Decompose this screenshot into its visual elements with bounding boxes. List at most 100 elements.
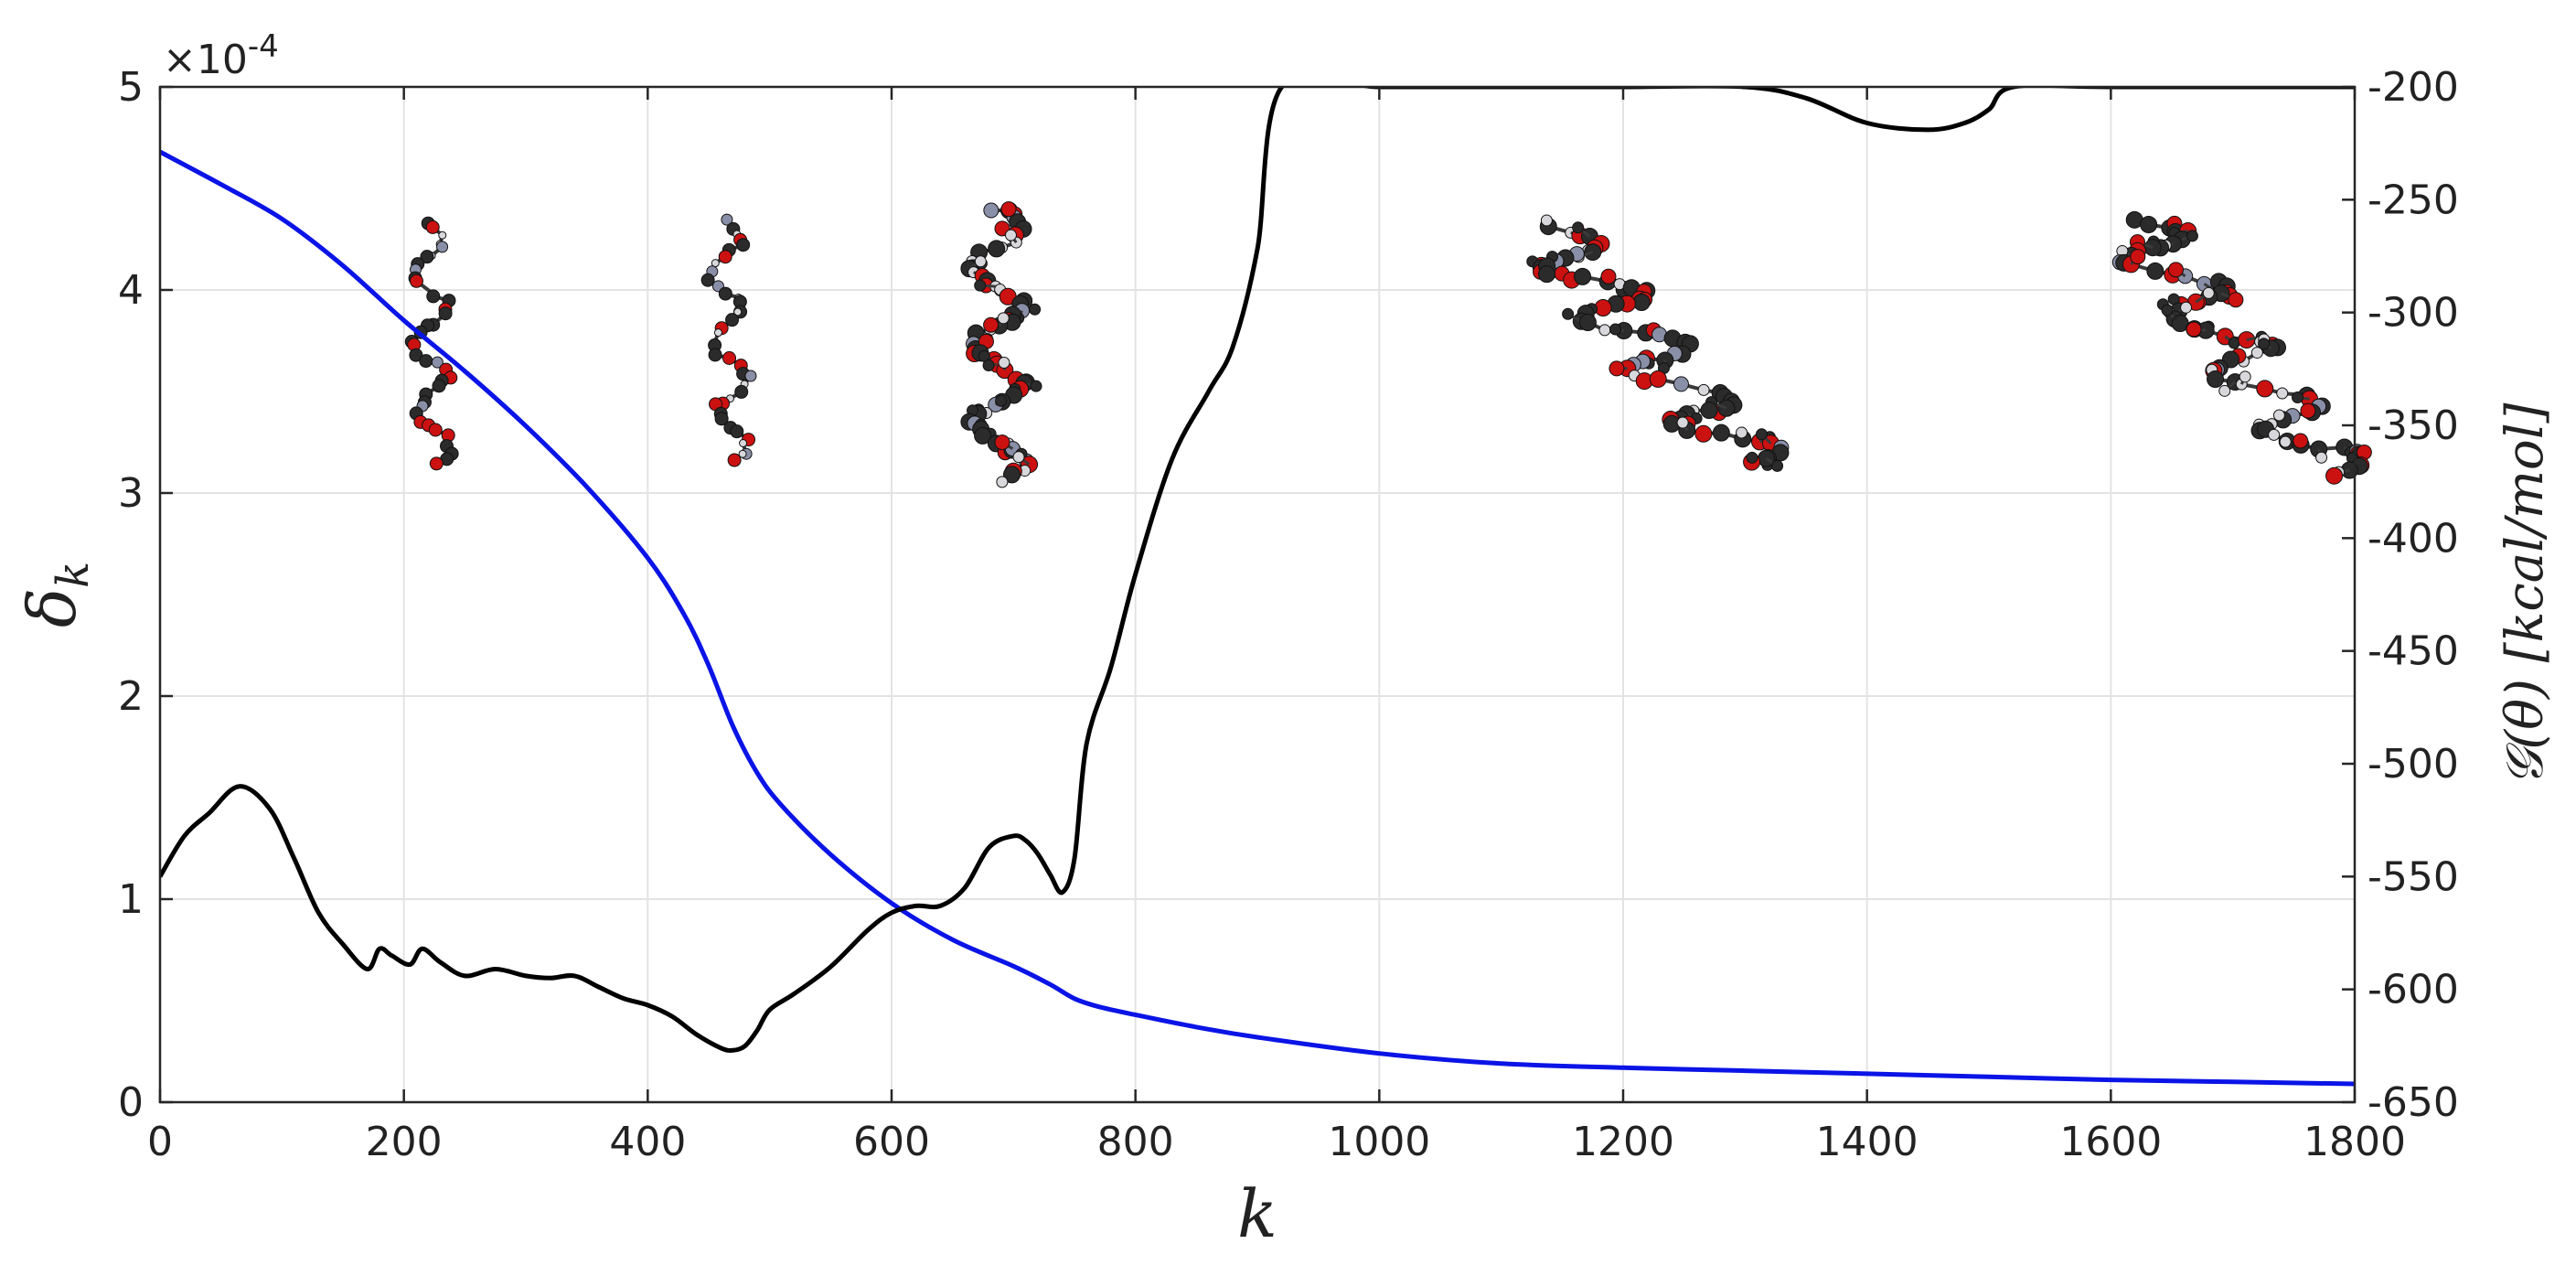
molecule-atom [1694,424,1713,443]
y-left-tick-label: 5 [118,64,144,111]
molecule-atom [1736,426,1748,439]
x-tick-label: 1800 [2303,1119,2406,1165]
molecule-atom [1771,459,1784,472]
x-tick-label: 1200 [1572,1119,1674,1165]
molecule-atom [1632,294,1651,312]
molecule-atom [1000,201,1017,218]
molecule-atom [438,306,453,321]
molecule-atom [2167,262,2184,278]
x-axis-ticks: 0 200 400 600 800 1000 1200 1400 1600 1800 [147,87,2406,1165]
molecule-atom [2130,249,2146,265]
x-tick-label: 200 [366,1119,443,1165]
molecule-atom [725,313,740,327]
molecule-atom [1562,307,1575,320]
molecule-atom [432,379,446,393]
molecule-atom [2276,387,2289,400]
molecule-atom [1598,324,1611,337]
molecule-atom [722,351,737,366]
molecule-atom [1574,267,1592,285]
molecule-atom [2186,230,2198,242]
molecule-atom [1673,376,1689,392]
x-tick-label: 1600 [2059,1119,2162,1165]
molecule-atom [1540,214,1553,227]
molecule-inset [2111,210,2372,485]
y-right-tick-label: -250 [2368,177,2459,223]
molecule-atom [1600,268,1617,284]
molecule-atom [2300,402,2316,419]
y-right-tick-label: -200 [2368,64,2459,111]
molecule-atom [2202,286,2215,299]
molecule-atom [2293,433,2309,449]
molecule-atom [436,241,449,253]
molecule-atom [426,289,441,304]
y-left-tick-label: 3 [118,470,144,517]
molecule-inset [1526,214,1790,472]
y-left-exponent-power: -4 [248,28,279,65]
molecule-atom [734,384,749,399]
molecule-atom [983,202,999,219]
molecule-atom [2180,301,2193,314]
molecule-atom [1676,416,1689,429]
molecule-atom [2272,409,2285,422]
molecule-atom [727,453,742,467]
y-right-tick-label: -350 [2368,402,2459,449]
molecule-insets [404,201,2372,488]
molecule-atom [1746,451,1758,464]
molecule-atom [2207,370,2225,389]
molecule-atom [1649,370,1667,388]
molecule-atom [714,412,729,426]
molecule-atom [1030,380,1042,392]
molecule-atom [974,279,987,292]
molecule-atom [982,359,995,372]
y-right-tick-label: -600 [2368,967,2459,1013]
molecule-atom [721,213,733,226]
molecule-atom [736,238,751,252]
x-tick-label: 800 [1097,1119,1174,1165]
molecule-inset [700,213,757,467]
molecule-atom [1029,303,1042,316]
x-axis-title: k [1237,1175,1277,1252]
molecule-atom [438,230,447,240]
y-left-tick-label: 0 [118,1079,144,1126]
molecule-atom [1609,323,1622,336]
molecule-atom [739,439,748,448]
molecule-atom [2256,380,2274,398]
y-right-tick-label: -400 [2368,515,2459,562]
molecule-atom [718,286,732,301]
molecule-atom [738,449,747,458]
molecule-atom [2218,384,2231,397]
molecule-atom [974,426,992,445]
x-tick-label: 0 [147,1119,173,1165]
molecule-atom [2140,216,2158,234]
y-right-axis-title: 𝒢(θ) [kcal/mol] [2496,402,2555,786]
series-lines [160,87,2355,1087]
molecule-atom [1538,265,1556,284]
y-left-axis-title-subscript: k [48,562,99,588]
y-left-tick-label: 1 [118,876,144,923]
molecule-atom [1609,360,1625,377]
series-line-right-axis [160,87,2355,1053]
molecule-atom [983,316,999,333]
molecule-atom [700,273,715,287]
molecule-atom [2268,428,2281,441]
y-left-axis-ticks: 0 1 2 3 4 5 [118,64,173,1126]
molecule-atom [994,434,1010,451]
molecule-atom [1012,451,1025,464]
molecule-inset [960,201,1042,488]
molecule-inset [404,216,459,471]
y-right-tick-label: -500 [2368,741,2459,788]
y-left-tick-label: 2 [118,673,144,720]
molecule-atom [420,250,434,264]
molecule-atom [2250,347,2263,359]
molecule-atom [996,476,1009,488]
y-right-axis-ticks: -650 -600 -550 -500 -450 -400 -350 -300 -250 -200 [2342,64,2459,1126]
molecule-atom [419,354,433,369]
molecule-atom [718,250,732,264]
y-right-tick-label: -300 [2368,290,2459,337]
molecule-atom [2228,292,2244,308]
molecule-atom [995,394,1008,407]
molecule-atom [2146,262,2164,280]
molecule-atom [1700,402,1718,420]
x-tick-label: 400 [609,1119,686,1165]
